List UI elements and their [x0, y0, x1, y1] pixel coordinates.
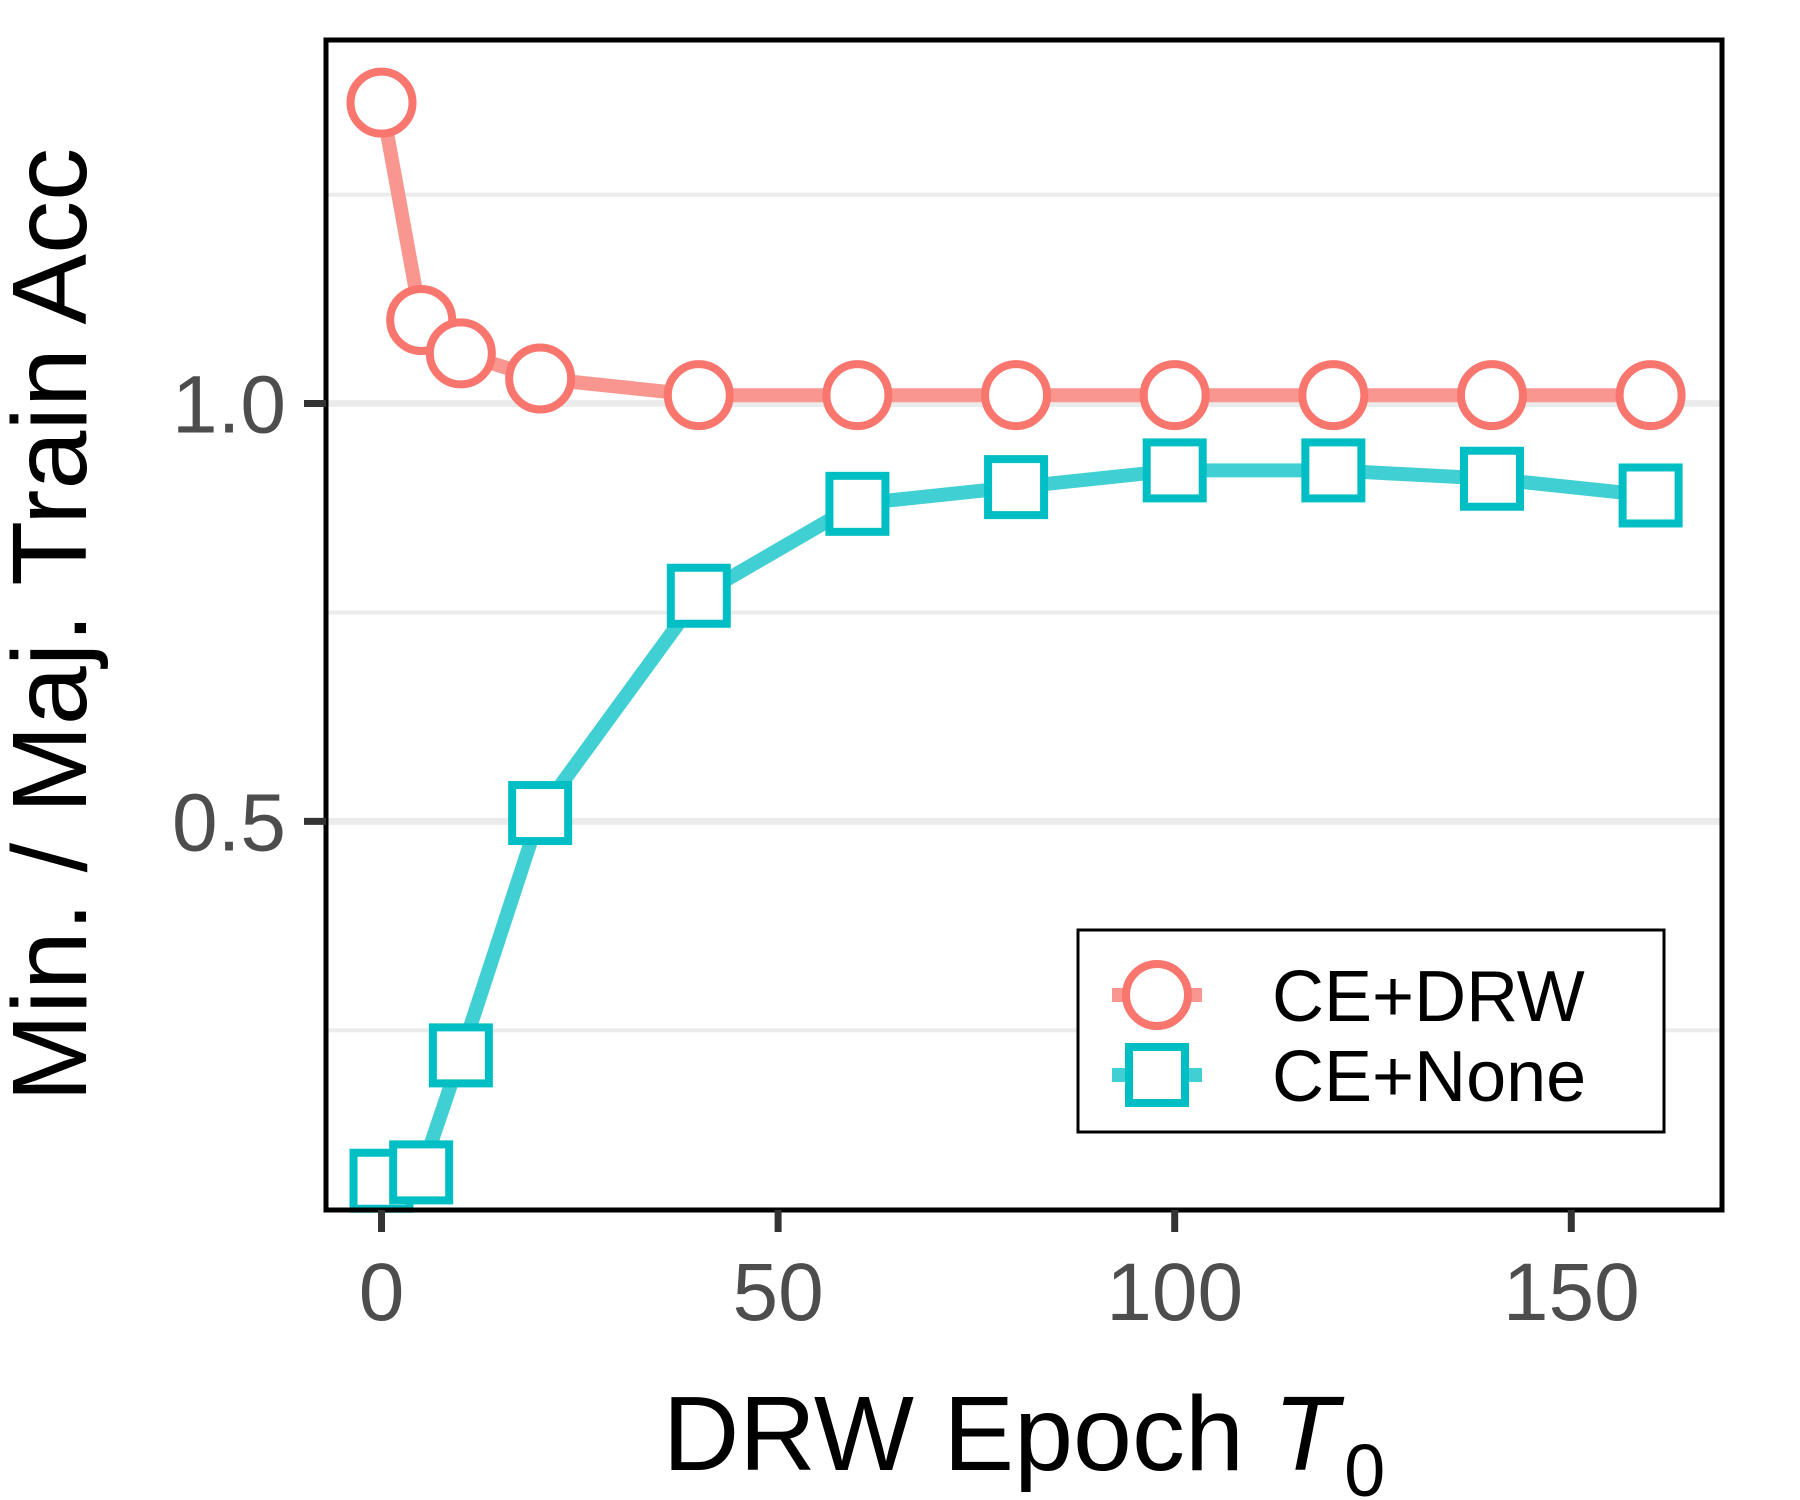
- data-point-ce-drw: [505, 343, 576, 414]
- data-point-ce-none: [825, 471, 890, 536]
- panel-border: [323, 37, 1725, 1213]
- y-axis-title: Min. / Maj. Train Acc: [0, 148, 109, 1102]
- data-point-ce-none: [1301, 438, 1366, 503]
- data-point-ce-none: [984, 455, 1049, 520]
- x-axis: 0 50 100 150: [359, 1210, 1640, 1338]
- data-point-ce-none: [428, 1023, 493, 1088]
- data-point-ce-drw: [822, 360, 893, 431]
- data-point-ce-none: [1618, 463, 1683, 528]
- plot-panel: [323, 37, 1725, 1213]
- x-axis-title-variable: T: [1273, 1375, 1345, 1493]
- data-point-ce-drw: [346, 67, 417, 138]
- data-point-ce-none: [389, 1140, 454, 1205]
- y-tick-label: 1.0: [172, 360, 286, 451]
- x-tick-label: 50: [733, 1247, 824, 1338]
- legend-marker-ce-none: [1125, 1043, 1189, 1107]
- data-point-ce-none: [666, 563, 731, 628]
- data-point-ce-drw: [663, 360, 734, 431]
- data-point-ce-drw: [1456, 360, 1527, 431]
- x-axis-title: DRW Epoch T0: [663, 1375, 1386, 1500]
- x-tick-label: 100: [1106, 1247, 1243, 1338]
- legend-label-ce-none: CE+None: [1272, 1037, 1586, 1117]
- data-point-ce-drw: [1139, 360, 1210, 431]
- data-point-ce-drw: [1615, 360, 1686, 431]
- data-point-ce-drw: [425, 318, 496, 389]
- series-markers: [346, 67, 1686, 1213]
- data-point-ce-drw: [981, 360, 1052, 431]
- data-point-ce-none: [508, 781, 573, 846]
- y-axis: 0.5 1.0: [172, 360, 326, 868]
- x-tick-label: 0: [359, 1247, 405, 1338]
- data-point-ce-none: [1459, 446, 1524, 511]
- data-point-ce-drw: [1298, 360, 1369, 431]
- x-axis-title-text: DRW Epoch: [663, 1375, 1244, 1493]
- x-axis-title-subscript: 0: [1344, 1429, 1385, 1500]
- legend-label-ce-drw: CE+DRW: [1272, 957, 1585, 1037]
- y-tick-label: 0.5: [172, 777, 286, 868]
- x-tick-label: 150: [1503, 1247, 1640, 1338]
- data-point-ce-none: [1142, 438, 1207, 503]
- legend-marker-ce-drw: [1122, 960, 1192, 1030]
